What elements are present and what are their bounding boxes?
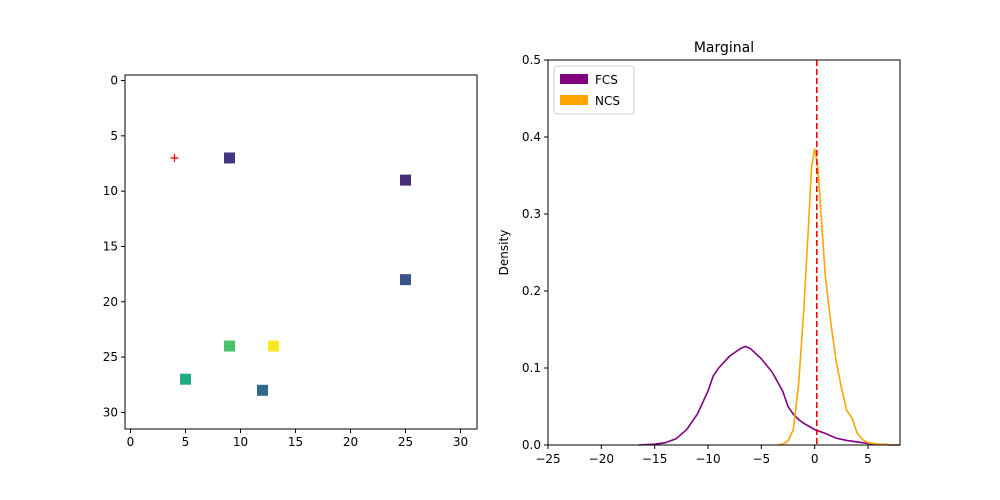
scatter-x-tick-label: 30 (453, 435, 468, 449)
density-line-fcs (638, 345, 901, 446)
density-x-tick-label: −5 (752, 452, 770, 466)
scatter-x-tick-label: 10 (233, 435, 248, 449)
legend-label: FCS (595, 73, 618, 87)
scatter-chart: 0 5 10 15 20 25 30 0 5 10 15 20 25 30 (103, 74, 478, 449)
density-x-tick-label: −15 (642, 452, 667, 466)
scatter-cross-marker (170, 153, 179, 162)
density-y-tick-label: 0.4 (522, 130, 541, 144)
density-series (638, 148, 901, 446)
scatter-point (257, 384, 268, 396)
density-x-tick-label: 5 (864, 452, 872, 466)
density-y-tick-label: 0.2 (522, 284, 541, 298)
scatter-x-tick-label: 20 (343, 435, 358, 449)
density-x-tick-label: −20 (589, 452, 614, 466)
density-plot-frame (547, 59, 901, 446)
scatter-plot-frame (124, 74, 478, 430)
density-x-tick-label: −25 (535, 452, 560, 466)
scatter-y-tick-label: 30 (103, 405, 118, 419)
scatter-y-tick-label: 5 (110, 129, 118, 143)
density-x-ticks: −25 −20 −15 −10 −5 0 5 (535, 445, 872, 466)
scatter-x-tick-label: 0 (127, 435, 135, 449)
density-x-tick-label: −10 (695, 452, 720, 466)
scatter-point (400, 274, 411, 286)
scatter-point (224, 152, 235, 164)
legend-swatch (560, 95, 588, 105)
legend-label: NCS (595, 94, 620, 108)
density-y-tick-label: 0.1 (522, 361, 541, 375)
scatter-point (268, 340, 279, 352)
scatter-x-tick-label: 25 (398, 435, 413, 449)
density-y-tick-label: 0.5 (522, 53, 541, 67)
scatter-y-ticks: 0 5 10 15 20 25 30 (103, 74, 125, 419)
scatter-y-tick-label: 20 (103, 295, 118, 309)
density-y-tick-label: 0.3 (522, 207, 541, 221)
legend-swatch (560, 74, 588, 84)
scatter-point (180, 373, 191, 385)
scatter-point (224, 340, 235, 352)
legend-box (553, 65, 635, 115)
scatter-y-tick-label: 15 (103, 239, 118, 253)
scatter-y-tick-label: 10 (103, 184, 118, 198)
scatter-y-tick-label: 25 (103, 350, 118, 364)
scatter-x-tick-label: 15 (288, 435, 303, 449)
density-chart-title: Marginal (694, 40, 754, 56)
density-y-tick-label: 0.0 (522, 438, 541, 452)
density-line-ncs (777, 148, 901, 446)
scatter-y-tick-label: 0 (110, 74, 118, 88)
scatter-points (180, 152, 411, 396)
legend: FCS NCS (553, 65, 635, 115)
scatter-point (400, 174, 411, 186)
scatter-x-ticks: 0 5 10 15 20 25 30 (127, 429, 468, 449)
density-chart: Marginal Density −25 −20 −15 −10 −5 0 5 0.0 0.1… (497, 40, 901, 466)
density-x-tick-label: 0 (811, 452, 819, 466)
density-y-axis-label: Density (497, 230, 511, 276)
density-y-ticks: 0.0 0.1 0.2 0.3 0.4 0.5 (522, 53, 548, 452)
scatter-x-tick-label: 5 (182, 435, 190, 449)
